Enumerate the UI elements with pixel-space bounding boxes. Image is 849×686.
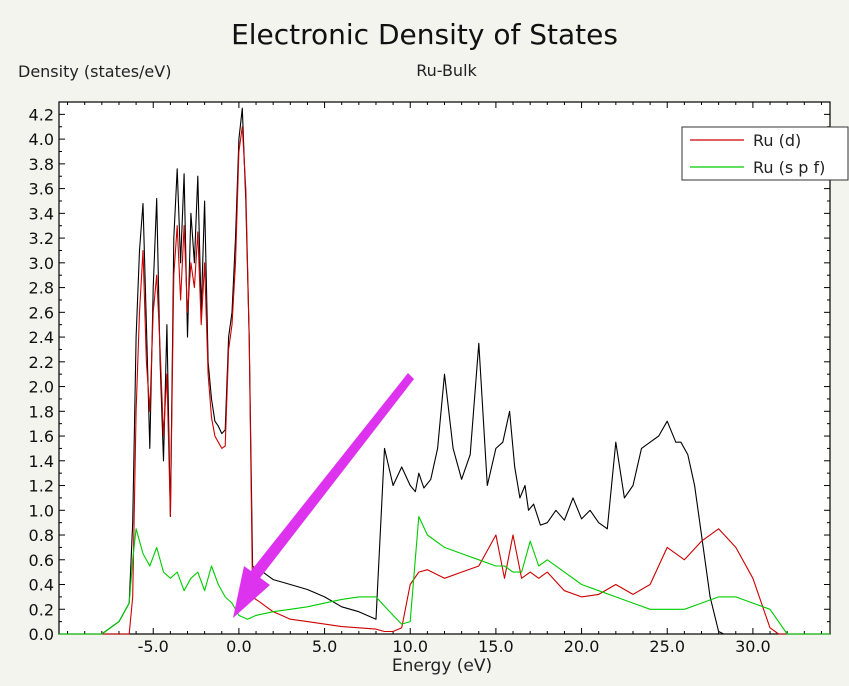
y-tick-label: 0.8 <box>29 526 54 545</box>
y-tick-label: 1.6 <box>29 427 54 446</box>
legend: Ru (d) Ru (s p f) <box>681 126 849 181</box>
y-tick-label: 2.4 <box>29 328 54 347</box>
axis-ticks: 0.0 0.2 0.4 0.6 0.8 1.0 1.2 1.4 1.6 1.8 2.0 2.2 2.4 2… <box>29 102 830 656</box>
y-tick-label: 3.0 <box>29 254 54 273</box>
y-tick-label: 1.8 <box>29 402 54 421</box>
y-tick-label: 3.4 <box>29 204 54 223</box>
y-tick-label: 4.2 <box>29 105 54 124</box>
ru-spf-line <box>59 515 830 635</box>
y-tick-label: 2.0 <box>29 378 54 397</box>
y-tick-label: 0.0 <box>29 625 54 644</box>
x-axis-label: Energy (eV) <box>391 656 493 676</box>
legend-label-ru-spf: Ru (s p f) <box>753 158 825 177</box>
y-tick-label: 1.4 <box>29 452 54 471</box>
x-tick-label: 20.0 <box>564 637 600 656</box>
y-axis-label: Density (states/eV) <box>18 62 172 81</box>
y-tick-label: 4.0 <box>29 130 54 149</box>
y-tick-label: 0.4 <box>29 576 54 595</box>
annotation-arrow <box>233 373 414 618</box>
chart-title: Electronic Density of States <box>231 18 618 51</box>
series-layer <box>59 107 830 635</box>
x-tick-label: 10.0 <box>392 637 428 656</box>
total-dos-line <box>59 107 830 635</box>
x-tick-label: 5.0 <box>312 637 337 656</box>
y-tick-label: 3.8 <box>29 155 54 174</box>
x-tick-label: 15.0 <box>478 637 514 656</box>
legend-label-ru-d: Ru (d) <box>753 131 801 150</box>
annotation-arrow-head <box>233 566 270 618</box>
legend-box <box>681 126 849 181</box>
y-tick-label: 1.2 <box>29 477 54 496</box>
plot-area <box>58 101 831 635</box>
x-tick-label: 0.0 <box>226 637 251 656</box>
y-tick-label: 2.2 <box>29 353 54 372</box>
y-tick-label: 0.2 <box>29 600 54 619</box>
x-tick-label: 30.0 <box>735 637 771 656</box>
annotation-arrow-shaft <box>250 373 414 578</box>
ru-d-line <box>59 126 830 635</box>
y-tick-label: 3.2 <box>29 229 54 248</box>
y-tick-label: 0.6 <box>29 551 54 570</box>
y-tick-label: 2.8 <box>29 279 54 298</box>
y-tick-label: 2.6 <box>29 303 54 322</box>
x-tick-label: -5.0 <box>138 637 169 656</box>
x-tick-label: 25.0 <box>649 637 685 656</box>
y-tick-label: 1.0 <box>29 501 54 520</box>
y-tick-label: 3.6 <box>29 180 54 199</box>
chart-subtitle: Ru-Bulk <box>416 61 477 80</box>
